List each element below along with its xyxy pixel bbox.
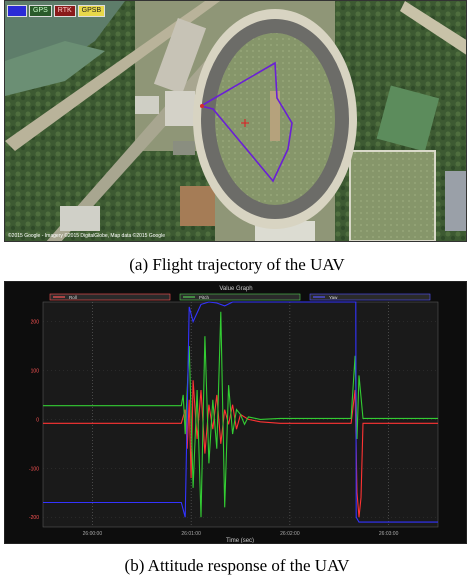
attitude-chart: Value Graph Roll Pitch Yaw 26:00:00 26:01:0… [4, 281, 467, 544]
caption-b: (b) Attitude response of the UAV [124, 556, 350, 575]
legend-swatch [7, 5, 27, 17]
legend-item: GPSB [77, 5, 106, 17]
map-legend: GPS RTK GPSB [7, 5, 106, 17]
y-tick-label: -100 [29, 466, 39, 472]
flight-trajectory [200, 61, 293, 183]
chart-window-title: Value Graph [219, 286, 252, 292]
y-tick-label: 200 [31, 320, 40, 326]
legend-label: GPS [29, 5, 52, 17]
legend-label: Yaw [329, 295, 338, 300]
legend-box [49, 293, 171, 301]
series-line-pitch [43, 311, 438, 518]
series-line-roll [43, 380, 438, 518]
legend-item: GPS [29, 5, 52, 17]
legend-label: GPSB [77, 5, 106, 17]
chart-legend: Roll Pitch Yaw [49, 293, 431, 301]
chart-ticks: 26:00:00 26:01:00 26:02:00 26:03:00 200 100 0 -… [29, 320, 399, 537]
y-tick-label: 0 [36, 417, 39, 423]
x-tick-label: 26:02:00 [280, 531, 300, 537]
legend-item [7, 5, 27, 17]
caption-a: (a) Flight trajectory of the UAV [129, 255, 345, 274]
map-figure: GPS RTK GPSB ©2015 Google - Imagery ©201… [4, 0, 467, 242]
series-line-yaw [43, 301, 438, 523]
x-tick-label: 26:01:00 [181, 531, 201, 537]
x-tick-label: 26:03:00 [379, 531, 399, 537]
legend-box [179, 293, 301, 301]
legend-box [309, 293, 431, 301]
legend-label: RTK [53, 5, 76, 17]
legend-label: Roll [69, 295, 77, 300]
map-attribution: ©2015 Google - Imagery ©2015 DigitalGlob… [8, 233, 165, 239]
chart-series [43, 301, 438, 523]
y-tick-label: 100 [31, 368, 40, 374]
chart-canvas: Value Graph Roll Pitch Yaw 26:00:00 26:01:0… [5, 282, 466, 544]
legend-label: Pitch [199, 295, 210, 300]
chart-xlabel: Time (sec) [226, 538, 254, 544]
x-tick-label: 26:00:00 [83, 531, 103, 537]
satellite-map [5, 1, 466, 241]
legend-item: RTK [53, 5, 76, 17]
y-tick-label: -200 [29, 515, 39, 521]
